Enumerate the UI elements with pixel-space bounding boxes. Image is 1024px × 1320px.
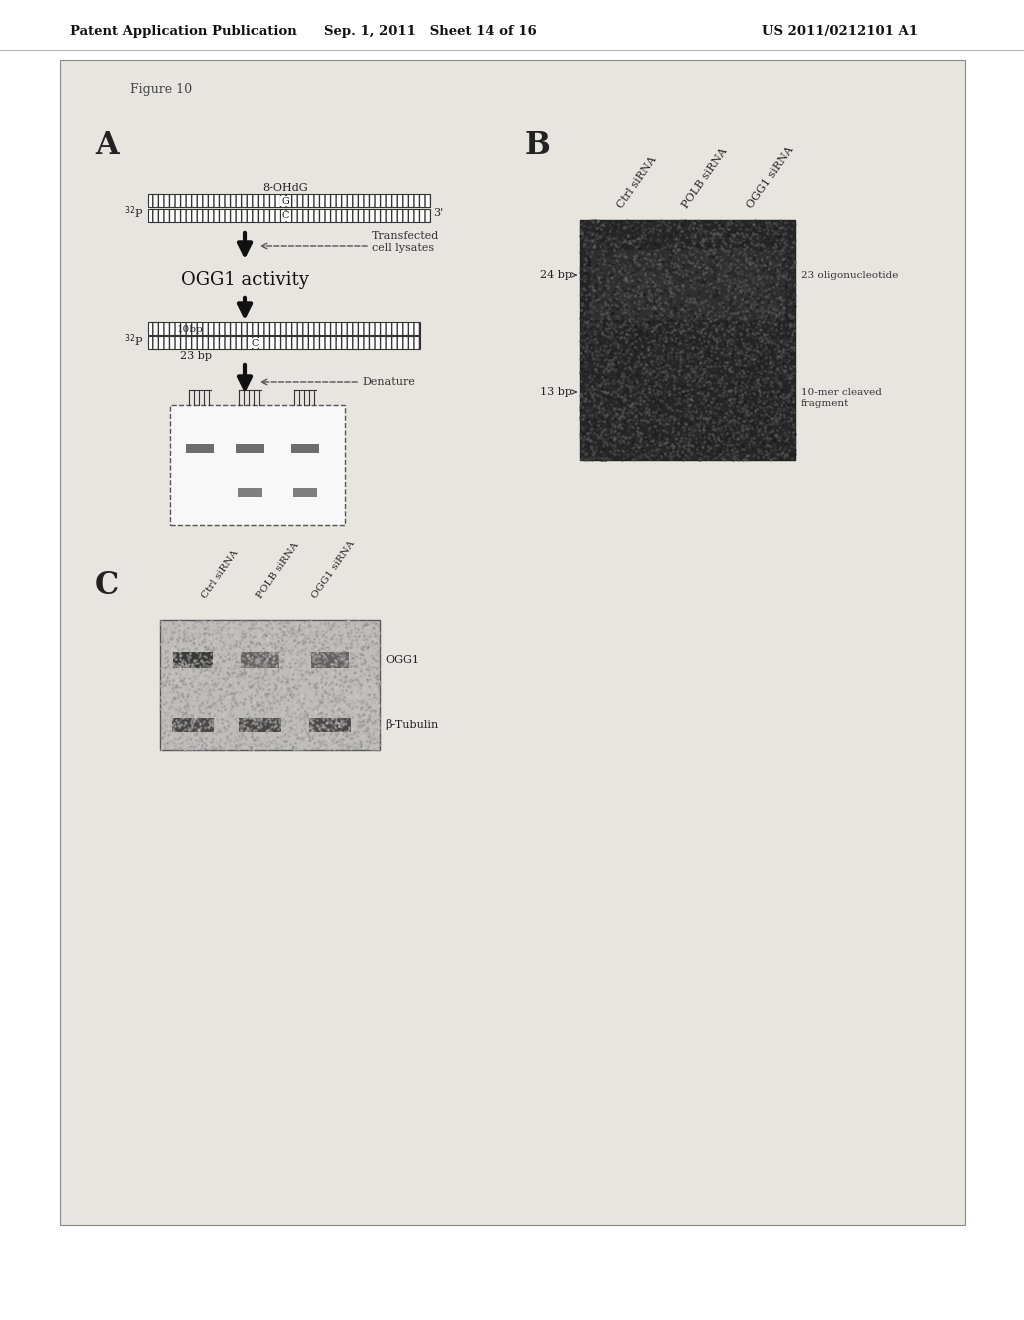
Bar (291, 444, 319, 453)
Text: POLB siRNA: POLB siRNA (680, 147, 729, 210)
Bar (148, 194, 430, 207)
Text: C: C (95, 569, 119, 601)
Bar (236, 444, 264, 453)
Bar (238, 488, 262, 498)
Text: $^{32}$P: $^{32}$P (124, 205, 143, 222)
Bar (239, 718, 281, 733)
Bar (590, 249, 785, 319)
Text: C: C (251, 338, 259, 347)
Text: G: G (282, 197, 289, 206)
Bar (311, 652, 349, 668)
Text: 10-mer cleaved
fragment: 10-mer cleaved fragment (801, 388, 882, 408)
Bar (293, 488, 317, 498)
Text: 24 bp: 24 bp (540, 271, 572, 280)
Text: Figure 10: Figure 10 (130, 83, 193, 96)
Text: 8-OHdG: 8-OHdG (262, 183, 308, 193)
Text: OGG1 siRNA: OGG1 siRNA (745, 145, 795, 210)
Text: US 2011/0212101 A1: US 2011/0212101 A1 (762, 25, 918, 38)
Text: 23 bp: 23 bp (180, 351, 212, 360)
Bar (186, 444, 214, 453)
Text: A: A (95, 129, 119, 161)
Text: Patent Application Publication: Patent Application Publication (70, 25, 297, 38)
Bar (580, 220, 795, 459)
Bar (160, 620, 380, 750)
Text: Sep. 1, 2011   Sheet 14 of 16: Sep. 1, 2011 Sheet 14 of 16 (324, 25, 537, 38)
Text: 3': 3' (433, 209, 443, 218)
Bar (172, 718, 214, 733)
Text: 23 oligonucleotide: 23 oligonucleotide (801, 271, 898, 280)
Text: Ctrl siRNA: Ctrl siRNA (200, 548, 240, 601)
Text: β-Tubulin: β-Tubulin (385, 719, 438, 730)
Bar (173, 652, 213, 668)
Bar (148, 337, 420, 348)
Text: POLB siRNA: POLB siRNA (255, 541, 300, 601)
Bar (148, 322, 420, 335)
Text: C: C (282, 211, 289, 220)
Text: 10bp: 10bp (176, 326, 204, 334)
Text: Ctrl siRNA: Ctrl siRNA (615, 154, 658, 210)
Text: Transfected: Transfected (372, 231, 439, 242)
Text: OGG1 activity: OGG1 activity (181, 271, 309, 289)
Text: 13 bp: 13 bp (540, 387, 572, 397)
Text: Denature: Denature (362, 378, 415, 387)
Text: OGG1 siRNA: OGG1 siRNA (310, 539, 356, 601)
Bar (148, 209, 430, 222)
Text: OGG1: OGG1 (385, 655, 419, 665)
Text: $^{32}$P: $^{32}$P (124, 333, 143, 350)
Bar (241, 652, 279, 668)
Bar (60, 59, 965, 1225)
Bar (309, 718, 351, 733)
Bar (170, 405, 345, 525)
Text: cell lysates: cell lysates (372, 243, 434, 253)
Text: B: B (525, 129, 551, 161)
